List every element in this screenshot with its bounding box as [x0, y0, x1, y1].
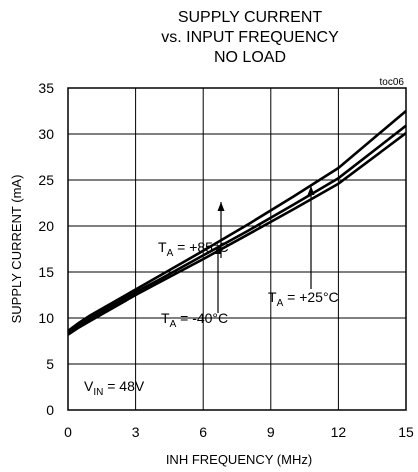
series-line — [67, 124, 407, 334]
annotation-ta-85: TA = +85°C — [158, 239, 229, 259]
annotation-arrowhead — [307, 186, 315, 195]
y-tick-label: 15 — [38, 264, 54, 280]
figure-tag: toc06 — [380, 77, 405, 88]
y-tick-label: 25 — [38, 172, 54, 188]
x-tick-label: 3 — [132, 424, 140, 440]
series-line — [67, 132, 407, 336]
y-axis-ticks: 0 5 10 15 20 25 30 35 — [38, 80, 54, 418]
x-tick-label: 15 — [398, 424, 414, 440]
y-tick-label: 10 — [38, 310, 54, 326]
chart-title-line: SUPPLY CURRENT — [178, 9, 323, 26]
annotation-arrowhead — [214, 245, 222, 254]
chart-title: SUPPLY CURRENT vs. INPUT FREQUENCY NO LOAD — [161, 9, 339, 66]
y-axis-label: SUPPLY CURRENT (mA) — [9, 175, 24, 324]
y-tick-label: 35 — [38, 80, 54, 96]
x-axis-ticks: 0 3 6 9 12 15 — [64, 424, 414, 440]
chart-title-line: NO LOAD — [214, 49, 286, 66]
y-tick-label: 30 — [38, 126, 54, 142]
y-tick-label: 5 — [46, 356, 54, 372]
plot-frame — [67, 87, 407, 411]
series-line — [67, 110, 407, 332]
annotation-vin: VIN = 48V — [84, 378, 145, 398]
x-tick-label: 6 — [199, 424, 207, 440]
x-axis-label: INH FREQUENCY (MHz) — [166, 452, 312, 467]
annotation-ta-25: TA = +25°C — [268, 289, 339, 309]
x-tick-label: 9 — [267, 424, 275, 440]
y-tick-label: 20 — [38, 218, 54, 234]
x-tick-label: 0 — [64, 424, 72, 440]
series-group — [67, 110, 407, 336]
chart-title-line: vs. INPUT FREQUENCY — [161, 29, 339, 46]
y-tick-label: 0 — [46, 402, 54, 418]
grid — [68, 88, 406, 410]
annotation-arrowhead — [217, 202, 225, 211]
annotations: TA = +85°C TA = +25°C TA = -40°C VIN = 48V — [84, 186, 339, 398]
annotation-ta-40: TA = -40°C — [161, 310, 228, 330]
x-tick-label: 12 — [331, 424, 347, 440]
